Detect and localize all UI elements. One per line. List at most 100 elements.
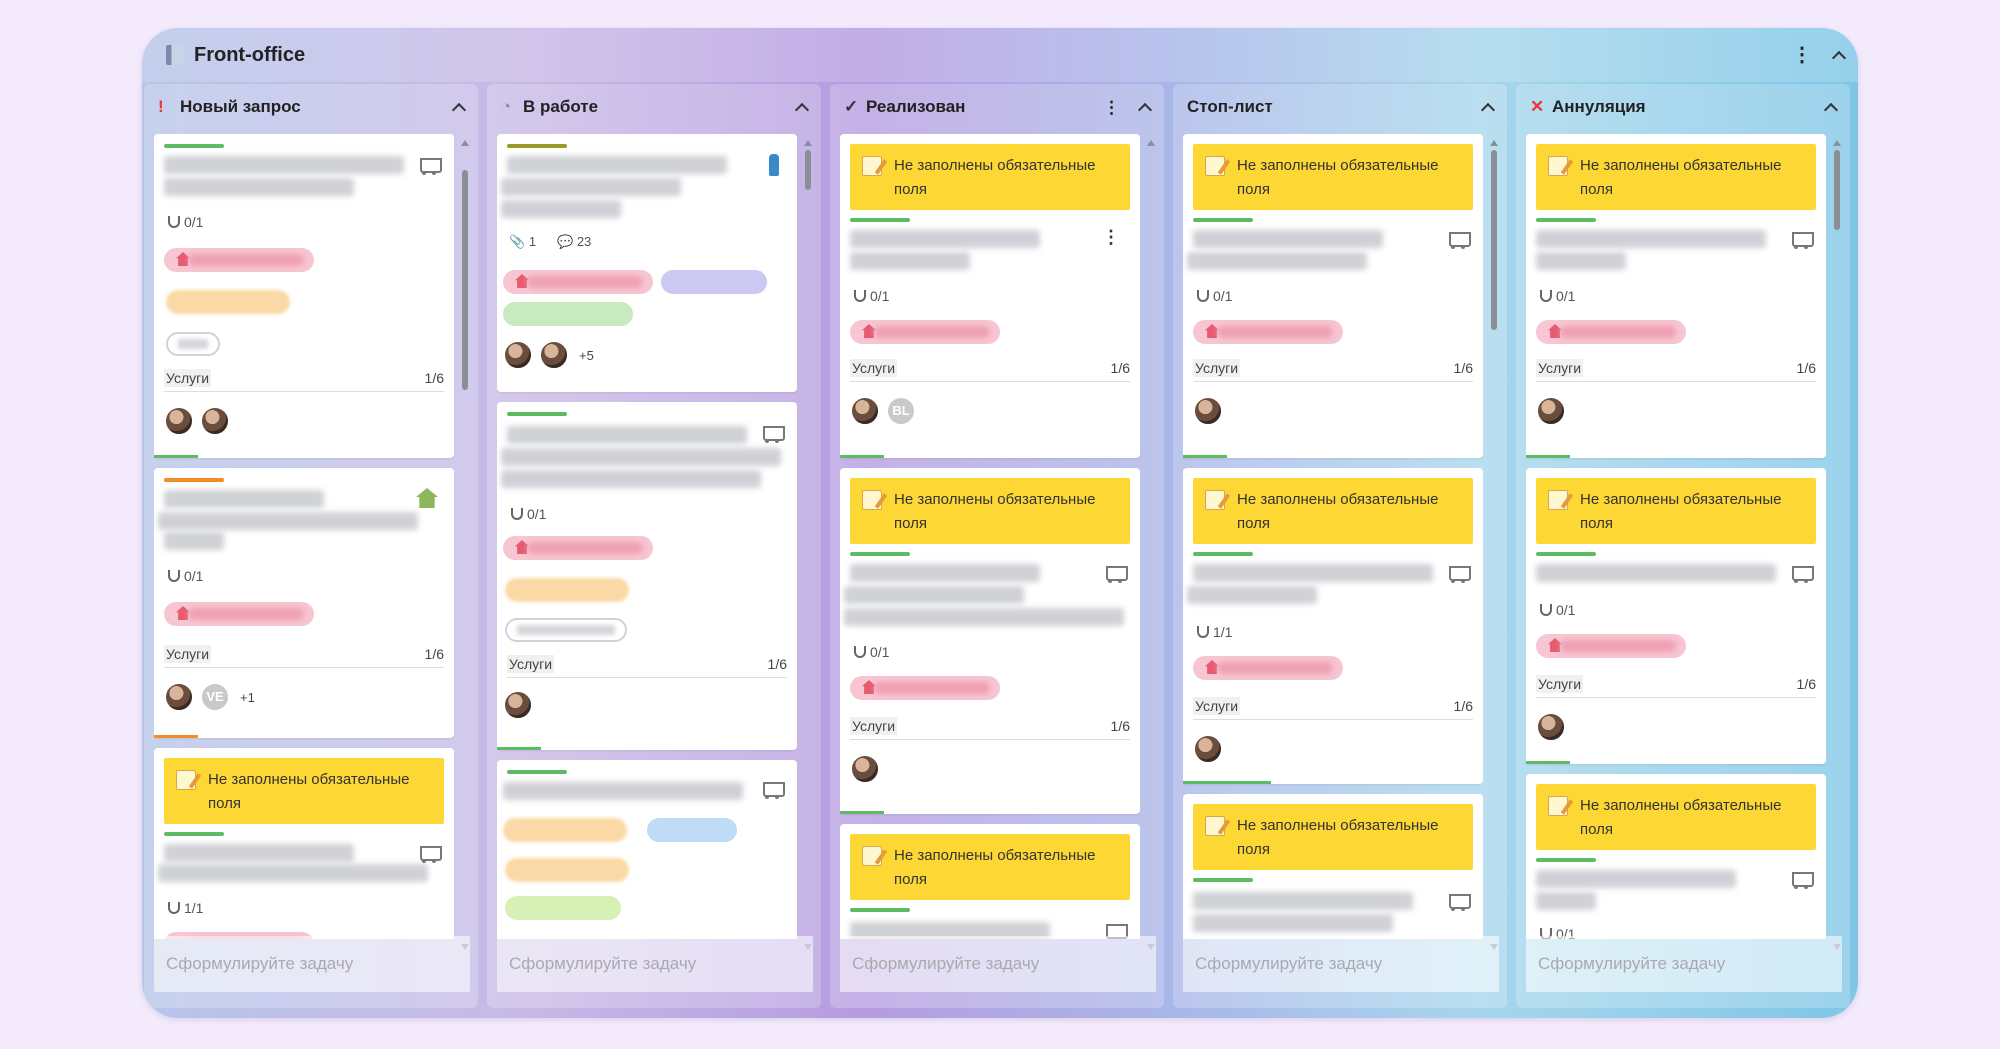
avatar[interactable] <box>539 340 569 370</box>
tag-pill[interactable] <box>647 818 737 842</box>
task-card[interactable]: Не заполнены обязательные поля <box>1183 794 1483 939</box>
tag-pill[interactable] <box>166 332 220 356</box>
column-menu-icon[interactable]: ⋮ <box>1103 97 1120 117</box>
subtasks-counter: 1/1 <box>1197 624 1232 640</box>
tag-pill[interactable] <box>850 320 1000 344</box>
tag-pill[interactable] <box>503 818 627 842</box>
collapse-column-icon[interactable] <box>1137 102 1153 117</box>
more-assignees[interactable]: +1 <box>240 690 255 705</box>
required-fields-warning: Не заполнены обязательные поля <box>1193 478 1473 544</box>
scrollbar[interactable] <box>1147 140 1155 950</box>
task-card[interactable]: 0/1 Услуги 1/6 <box>497 402 797 750</box>
scrollbar[interactable] <box>1833 140 1841 950</box>
tag-pill[interactable] <box>505 858 629 882</box>
task-card[interactable]: Не заполнены обязательные поля 1/1 Услуг… <box>1183 468 1483 784</box>
required-fields-warning: Не заполнены обязательные поля <box>850 144 1130 210</box>
tag-pill[interactable] <box>850 676 1000 700</box>
tag-pill[interactable] <box>166 290 290 314</box>
column-stop-list: Стоп-лист Не заполнены обязательные поля… <box>1173 84 1507 1008</box>
pencil-icon <box>1548 490 1568 510</box>
board-menu-icon[interactable]: ⋮ <box>1792 44 1812 66</box>
tag-pill[interactable] <box>1536 634 1686 658</box>
avatar[interactable] <box>850 396 880 426</box>
new-task-input[interactable]: Сформулируйте задачу <box>1183 936 1499 992</box>
avatar[interactable]: BL <box>886 396 916 426</box>
scrollbar[interactable] <box>461 140 469 950</box>
services-row: Услуги 1/6 <box>850 359 1130 382</box>
tag-pill[interactable] <box>505 896 621 920</box>
tag-pill[interactable] <box>503 302 633 326</box>
more-assignees[interactable]: +5 <box>579 348 594 363</box>
task-card[interactable]: Не заполнены обязательные поля 0/1 Услуг… <box>1526 468 1826 764</box>
avatar[interactable]: VE <box>200 682 230 712</box>
avatar[interactable] <box>164 406 194 436</box>
cart-icon <box>1102 564 1128 584</box>
avatar[interactable] <box>164 682 194 712</box>
avatar[interactable] <box>503 690 533 720</box>
avatar[interactable] <box>1536 396 1566 426</box>
tag-pill[interactable] <box>164 248 314 272</box>
new-task-input[interactable]: Сформулируйте задачу <box>154 936 470 992</box>
tag-pill[interactable] <box>503 536 653 560</box>
collapse-column-icon[interactable] <box>794 102 810 117</box>
collapse-column-icon[interactable] <box>451 102 467 117</box>
tag-pill[interactable] <box>505 578 629 602</box>
collapse-column-icon[interactable] <box>1480 102 1496 117</box>
new-task-input[interactable]: Сформулируйте задачу <box>497 936 813 992</box>
subtasks-counter: 0/1 <box>168 214 203 230</box>
column-header: ✓ Реализован ⋮ <box>830 84 1164 130</box>
scrollbar[interactable] <box>1490 140 1498 950</box>
subtask-icon <box>1197 290 1209 302</box>
tag-pill[interactable] <box>661 270 767 294</box>
task-card[interactable]: Не заполнены обязательные поля 0/1 <box>1526 774 1826 939</box>
tag-pill[interactable] <box>164 602 314 626</box>
task-card[interactable]: Не заполнены обязательные поля 0/1 Услуг… <box>1183 134 1483 458</box>
task-card[interactable]: Не заполнены обязательные поля <box>840 824 1140 939</box>
column-title: Новый запрос <box>180 97 301 116</box>
collapse-column-icon[interactable] <box>1823 102 1839 117</box>
tag-pill[interactable] <box>164 932 314 939</box>
task-card[interactable]: 📎 1 💬 23 +5 <box>497 134 797 392</box>
tag-pill[interactable] <box>1536 320 1686 344</box>
subtask-icon <box>511 508 523 520</box>
cart-icon <box>416 844 442 864</box>
cart-icon <box>1788 230 1814 250</box>
attachments-counter: 📎 1 <box>509 234 537 249</box>
card-menu-icon[interactable]: ⋮ <box>1102 227 1120 247</box>
collapse-board-icon[interactable] <box>1831 50 1847 65</box>
house-icon <box>1205 324 1219 338</box>
avatar[interactable] <box>503 340 533 370</box>
pencil-icon <box>1205 156 1225 176</box>
cart-icon <box>1445 892 1471 912</box>
avatar[interactable] <box>200 406 230 436</box>
subtask-icon <box>168 216 180 228</box>
tag-pill[interactable] <box>1193 656 1343 680</box>
house-icon <box>416 488 438 508</box>
avatar[interactable] <box>850 754 880 784</box>
task-card[interactable]: Не заполнены обязательные поля 1/1 <box>154 748 454 939</box>
board-title: Front-office <box>194 43 306 66</box>
task-card[interactable]: Не заполнены обязательные поля 0/1 Услуг… <box>840 468 1140 814</box>
avatar[interactable] <box>1193 734 1223 764</box>
required-fields-warning: Не заполнены обязательные поля <box>1193 144 1473 210</box>
task-card[interactable]: Не заполнены обязательные поля ⋮ 0/1 Усл… <box>840 134 1140 458</box>
required-fields-warning: Не заполнены обязательные поля <box>1536 478 1816 544</box>
required-fields-warning: Не заполнены обязательные поля <box>1536 784 1816 850</box>
scrollbar[interactable] <box>804 140 812 950</box>
task-card[interactable]: Не заполнены обязательные поля 0/1 Услуг… <box>1526 134 1826 458</box>
task-card[interactable]: 0/1 Услуги 1/6 VE +1 <box>154 468 454 738</box>
avatar[interactable] <box>1536 712 1566 742</box>
tag-pill[interactable] <box>505 618 627 642</box>
new-task-input[interactable]: Сформулируйте задачу <box>1526 936 1842 992</box>
tag-pill[interactable] <box>1193 320 1343 344</box>
task-card[interactable] <box>497 760 797 939</box>
task-card[interactable]: 0/1 Услуги 1/6 <box>154 134 454 458</box>
pencil-icon <box>1205 816 1225 836</box>
house-icon <box>862 324 876 338</box>
walking-person-icon <box>769 154 779 176</box>
column-completed: ✓ Реализован ⋮ Не заполнены обязательные… <box>830 84 1164 1008</box>
new-task-input[interactable]: Сформулируйте задачу <box>840 936 1156 992</box>
tag-pill[interactable] <box>503 270 653 294</box>
avatar[interactable] <box>1193 396 1223 426</box>
pencil-icon <box>862 156 882 176</box>
